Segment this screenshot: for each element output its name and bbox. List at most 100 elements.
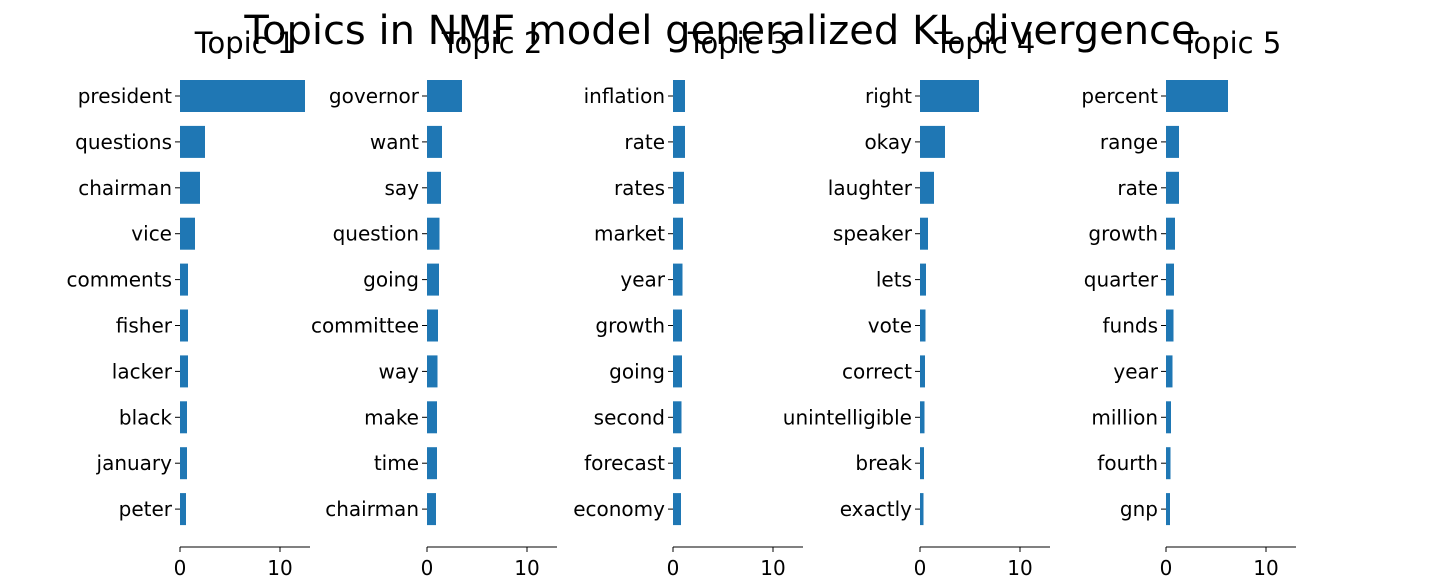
bar [427, 125, 442, 158]
bar [180, 401, 187, 434]
y-tick-label: year [620, 268, 665, 292]
x-tick-label: 0 [667, 556, 680, 576]
bar [920, 80, 979, 112]
y-tick-label: exactly [840, 497, 912, 521]
panel-title: Topic 2 [441, 26, 543, 60]
bar [1166, 125, 1179, 158]
bar [1166, 80, 1228, 112]
bar [1166, 355, 1173, 388]
y-tick-label: committee [311, 314, 419, 338]
chart-panels: Topic 1 president questions chairman vice com… [67, 26, 1296, 576]
y-tick-label: correct [842, 359, 912, 383]
y-tick-label: chairman [325, 497, 419, 521]
panel-title: Topic 1 [194, 26, 296, 60]
x-tick-label: 10 [1253, 556, 1278, 576]
y-tick-label: range [1100, 130, 1158, 154]
x-tick-label: 0 [914, 556, 927, 576]
topic-panel: Topic 4 right okay laughter speaker lets vote c… [783, 26, 1050, 576]
bar [427, 80, 462, 112]
y-tick-label: economy [573, 497, 665, 521]
y-tick-label: fisher [116, 314, 173, 338]
bar [1166, 217, 1175, 250]
y-tick-label: governor [329, 84, 420, 108]
y-tick-label: going [363, 268, 419, 292]
y-tick-label: second [594, 405, 665, 429]
y-tick-label: unintelligible [783, 405, 912, 429]
bar [920, 309, 926, 342]
bar [920, 447, 924, 480]
bar [920, 263, 926, 296]
y-tick-label: market [594, 222, 665, 246]
x-tick-label: 0 [421, 556, 434, 576]
y-tick-label: president [78, 84, 172, 108]
y-tick-label: growth [595, 314, 665, 338]
bar [673, 355, 682, 388]
y-tick-label: rate [624, 130, 665, 154]
bar [673, 217, 683, 250]
y-tick-label: january [96, 451, 173, 475]
bar [920, 171, 934, 204]
bar [673, 171, 684, 204]
x-tick-label: 10 [514, 556, 539, 576]
bar [427, 217, 440, 250]
y-tick-label: say [384, 176, 419, 200]
bar [180, 263, 188, 296]
bar [1166, 309, 1174, 342]
y-tick-label: break [855, 451, 912, 475]
bar [920, 125, 945, 158]
bar [427, 263, 439, 296]
bar [180, 309, 188, 342]
bar [427, 401, 437, 434]
panel-title: Topic 3 [687, 26, 789, 60]
y-tick-label: question [333, 222, 419, 246]
bar [427, 447, 437, 480]
y-tick-label: way [379, 359, 420, 383]
bar [180, 171, 200, 204]
y-tick-label: rates [614, 176, 665, 200]
bar [673, 309, 682, 342]
bar [673, 125, 685, 158]
x-tick-label: 0 [1160, 556, 1173, 576]
y-tick-label: forecast [584, 451, 665, 475]
y-tick-label: speaker [833, 222, 913, 246]
bar [920, 493, 924, 526]
panel-title: Topic 5 [1180, 26, 1282, 60]
y-tick-label: want [370, 130, 419, 154]
bar [673, 493, 681, 526]
topic-panel: Topic 5 percent range rate growth quarter fund… [1081, 26, 1296, 576]
y-tick-label: gnp [1120, 497, 1158, 521]
bar [920, 401, 925, 434]
y-tick-label: time [374, 451, 419, 475]
bar [180, 125, 205, 158]
bar [180, 493, 186, 526]
bar [427, 355, 438, 388]
topic-panel: Topic 2 governor want say question going commi… [311, 26, 557, 576]
y-tick-label: funds [1102, 314, 1158, 338]
bar [180, 217, 195, 250]
y-tick-label: laughter [828, 176, 913, 200]
y-tick-label: lacker [112, 359, 173, 383]
y-tick-label: going [609, 359, 665, 383]
topic-panel: Topic 3 inflation rate rates market year growt… [573, 26, 803, 576]
y-tick-label: growth [1088, 222, 1158, 246]
y-tick-label: vice [131, 222, 172, 246]
bar [427, 493, 436, 526]
bar [673, 80, 685, 112]
bar [920, 217, 928, 250]
y-tick-label: okay [864, 130, 912, 154]
y-tick-label: million [1091, 405, 1158, 429]
bar [180, 447, 187, 480]
y-tick-label: rate [1117, 176, 1158, 200]
bar [427, 171, 441, 204]
x-tick-label: 0 [174, 556, 187, 576]
y-tick-label: right [865, 84, 912, 108]
bar [180, 80, 305, 112]
bar [673, 447, 681, 480]
topic-panel: Topic 1 president questions chairman vice com… [67, 26, 310, 576]
y-tick-label: vote [868, 314, 912, 338]
bar [1166, 493, 1170, 526]
bar [1166, 171, 1179, 204]
y-tick-label: quarter [1084, 268, 1159, 292]
panel-title: Topic 4 [934, 26, 1036, 60]
y-tick-label: percent [1081, 84, 1158, 108]
